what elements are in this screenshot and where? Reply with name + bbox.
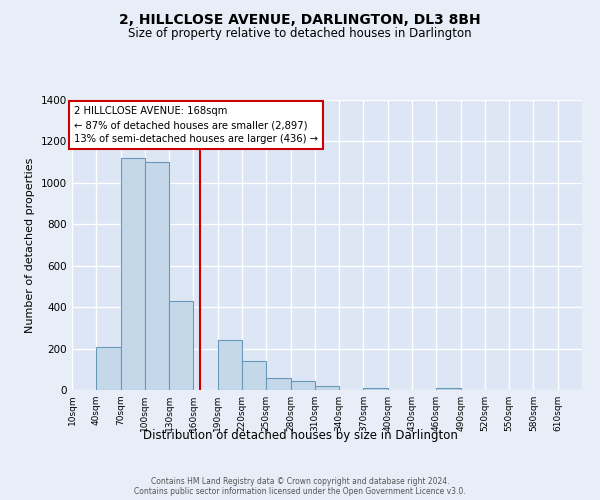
Bar bbox=[218, 340, 242, 390]
Bar bbox=[364, 388, 388, 390]
Text: Distribution of detached houses by size in Darlington: Distribution of detached houses by size … bbox=[143, 428, 457, 442]
Bar bbox=[242, 361, 266, 390]
Text: 2, HILLCLOSE AVENUE, DARLINGTON, DL3 8BH: 2, HILLCLOSE AVENUE, DARLINGTON, DL3 8BH bbox=[119, 12, 481, 26]
Text: Contains public sector information licensed under the Open Government Licence v3: Contains public sector information licen… bbox=[134, 486, 466, 496]
Text: Contains HM Land Registry data © Crown copyright and database right 2024.: Contains HM Land Registry data © Crown c… bbox=[151, 476, 449, 486]
Bar bbox=[266, 378, 290, 390]
Bar bbox=[121, 158, 145, 390]
Bar bbox=[96, 346, 121, 390]
Text: Size of property relative to detached houses in Darlington: Size of property relative to detached ho… bbox=[128, 28, 472, 40]
Text: 2 HILLCLOSE AVENUE: 168sqm
← 87% of detached houses are smaller (2,897)
13% of s: 2 HILLCLOSE AVENUE: 168sqm ← 87% of deta… bbox=[74, 106, 319, 144]
Bar bbox=[315, 386, 339, 390]
Bar bbox=[290, 380, 315, 390]
Y-axis label: Number of detached properties: Number of detached properties bbox=[25, 158, 35, 332]
Bar bbox=[436, 388, 461, 390]
Bar bbox=[169, 301, 193, 390]
Bar bbox=[145, 162, 169, 390]
